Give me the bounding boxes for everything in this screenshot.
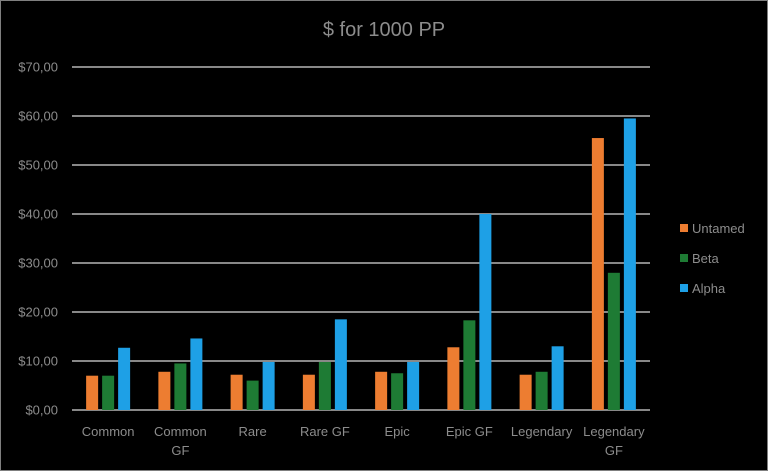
x-tick-label: Legendary (511, 424, 573, 439)
bars (86, 118, 636, 411)
bar-untamed-epic (375, 371, 388, 410)
x-axis-ticks: Common Common GF Rare Rare GF Epic Epic GF Lege… (82, 424, 645, 458)
chart-title: $ for 1000 PP (323, 19, 445, 41)
bar-untamed-common (86, 375, 99, 410)
bar-alpha-rare-gf (334, 319, 347, 410)
legend-label-untamed: Untamed (692, 221, 745, 236)
y-tick-label: $40,00 (18, 207, 58, 222)
bar-alpha-legendary (551, 346, 564, 410)
legend-swatch-alpha (680, 284, 688, 292)
bar-beta-epic-gf (463, 320, 476, 410)
bar-alpha-epic-gf (479, 214, 492, 410)
legend-label-alpha: Alpha (692, 281, 726, 296)
bar-untamed-rare-gf (302, 374, 315, 410)
y-tick-label: $30,00 (18, 256, 58, 271)
bar-alpha-common (118, 347, 131, 410)
y-tick-label: $70,00 (18, 60, 58, 75)
bar-untamed-legendary (519, 374, 532, 410)
y-axis-ticks: $0,00 $10,00 $20,00 $30,00 $40,00 $50,00 $60,0… (18, 60, 58, 418)
y-tick-label: $20,00 (18, 305, 58, 320)
x-tick-label: Epic (384, 424, 410, 439)
bar-alpha-rare (262, 361, 275, 410)
bar-beta-rare (246, 380, 259, 410)
bar-beta-common (102, 375, 115, 410)
y-tick-label: $60,00 (18, 109, 58, 124)
bar-alpha-legendary-gf (623, 118, 636, 410)
bar-alpha-epic (407, 361, 420, 410)
bar-beta-common-gf (174, 363, 187, 410)
bar-beta-legendary-gf (607, 272, 620, 410)
legend: Untamed Beta Alpha (680, 221, 745, 296)
legend-swatch-beta (680, 254, 688, 262)
x-tick-label: Rare (239, 424, 267, 439)
x-tick-label: Epic GF (446, 424, 493, 439)
y-tick-label: $0,00 (25, 403, 58, 418)
y-tick-label: $10,00 (18, 354, 58, 369)
x-tick-label: Common (82, 424, 135, 439)
legend-label-beta: Beta (692, 251, 720, 266)
y-tick-label: $50,00 (18, 158, 58, 173)
legend-swatch-untamed (680, 224, 688, 232)
bar-beta-epic (391, 373, 404, 410)
bar-untamed-epic-gf (447, 347, 460, 410)
bar-beta-rare-gf (318, 361, 331, 410)
x-tick-label: Common GF (154, 424, 207, 458)
bar-untamed-rare (230, 374, 243, 410)
bar-untamed-legendary-gf (591, 138, 604, 411)
x-tick-label: Rare GF (300, 424, 350, 439)
bar-alpha-common-gf (190, 338, 203, 410)
x-tick-label: Legendary GF (583, 424, 645, 458)
bar-untamed-common-gf (158, 371, 171, 410)
bar-beta-legendary (535, 371, 548, 410)
